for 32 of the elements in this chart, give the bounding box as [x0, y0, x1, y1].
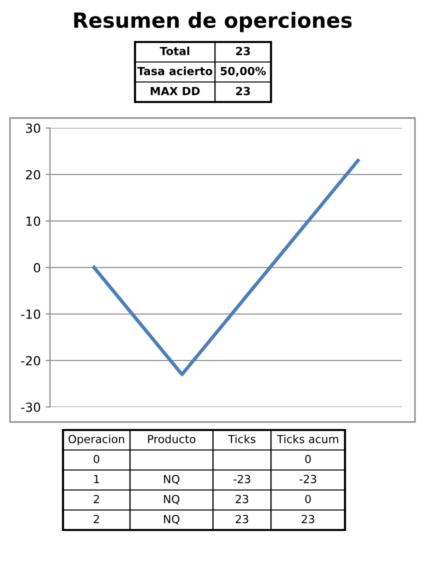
text: Ticks acum: [276, 434, 338, 444]
text: Ticks: [228, 434, 256, 444]
y-tick-label: -30: [21, 402, 40, 412]
text: -23: [299, 474, 316, 484]
text: MAX DD: [150, 86, 200, 96]
text: 0: [305, 454, 311, 464]
y-tick-label: 30: [26, 123, 40, 133]
text: Tasa acierto: [137, 66, 212, 76]
text: 0: [94, 454, 100, 464]
text: NQ: [164, 514, 180, 524]
y-tick-label: -10: [21, 309, 40, 319]
text: NQ: [164, 474, 180, 484]
chart-title: Resumen de operciones: [74, 12, 352, 32]
text: 1: [94, 474, 100, 484]
text: 23: [236, 494, 248, 504]
text: 23: [236, 86, 250, 96]
y-tick-label: 10: [26, 216, 40, 226]
text: -23: [233, 474, 250, 484]
text: 50,00%: [220, 66, 266, 77]
text: 23: [236, 46, 250, 56]
text: NQ: [164, 494, 180, 504]
y-tick-label: -20: [21, 356, 40, 366]
text: 2: [94, 514, 99, 524]
y-tick-label: 20: [26, 170, 40, 180]
text: 23: [302, 514, 314, 524]
text: Producto: [148, 434, 196, 444]
text: Total: [160, 46, 190, 56]
y-tick-label: 0: [34, 262, 40, 272]
text: Operacion: [68, 434, 124, 446]
text: 2: [94, 494, 99, 504]
text: 0: [305, 494, 311, 504]
text: 23: [236, 514, 248, 524]
